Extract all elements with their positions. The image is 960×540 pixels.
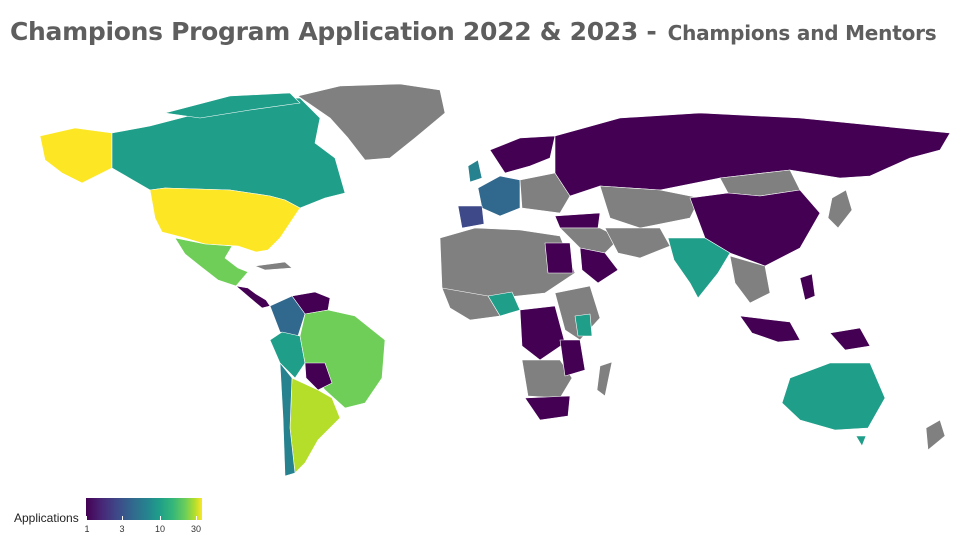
region-tasmania (855, 435, 867, 447)
legend-tick-label: 1 (84, 524, 90, 534)
title-subtitle: Champions and Mentors (667, 21, 937, 45)
region-iran-pakistan (604, 227, 671, 259)
region-australia (781, 362, 886, 431)
legend-tick-mark (196, 516, 197, 522)
legend-tick-label: 3 (119, 524, 125, 534)
region-tanzania-zambia (559, 339, 586, 377)
region-central-america (235, 285, 271, 309)
region-canada-arctic-islands (164, 92, 301, 119)
region-southern-africa (521, 359, 573, 399)
region-new-zealand (925, 419, 946, 451)
region-russia (554, 112, 951, 197)
region-middle-east (559, 227, 621, 254)
page-title: Champions Program Application 2022 & 202… (10, 10, 937, 48)
region-india (667, 237, 731, 299)
region-indonesia (739, 315, 801, 343)
title-main: Champions Program Application 2022 & 202… (10, 17, 657, 46)
region-south-africa (524, 395, 571, 421)
region-uk (467, 159, 483, 183)
region-spain (457, 205, 485, 229)
region-chile (279, 362, 296, 477)
region-greenland (297, 83, 446, 161)
region-mexico (174, 237, 249, 287)
region-madagascar (596, 361, 613, 397)
region-usa (149, 187, 301, 253)
legend-color-bar (86, 498, 202, 522)
region-philippines (799, 273, 816, 301)
region-paraguay-bolivia (304, 362, 333, 391)
region-egypt (544, 242, 574, 274)
region-kazakhstan-central-asia (599, 185, 701, 229)
color-legend: Applications 1 3 10 30 (12, 496, 222, 536)
region-japan (827, 189, 853, 229)
region-scandinavia (489, 135, 556, 174)
region-central-africa (519, 305, 566, 361)
region-alaska (39, 127, 113, 184)
region-kenya (574, 313, 593, 337)
region-cuba (254, 261, 293, 271)
world-map (39, 83, 951, 477)
legend-tick-mark (160, 516, 161, 522)
region-western-europe (477, 175, 521, 217)
region-papua (829, 327, 871, 351)
legend-tick-mark (86, 516, 87, 522)
region-saudi-arabia (579, 247, 619, 284)
region-west-africa (441, 287, 501, 321)
region-colombia (269, 295, 306, 337)
region-southeast-asia (729, 255, 771, 304)
region-eastern-europe (519, 172, 571, 214)
legend-tick-mark (122, 516, 123, 522)
legend-tick-label: 10 (154, 524, 166, 534)
legend-title: Applications (14, 511, 79, 525)
legend-tick-label: 30 (190, 524, 202, 534)
region-turkey (554, 212, 601, 229)
region-peru (269, 331, 306, 379)
